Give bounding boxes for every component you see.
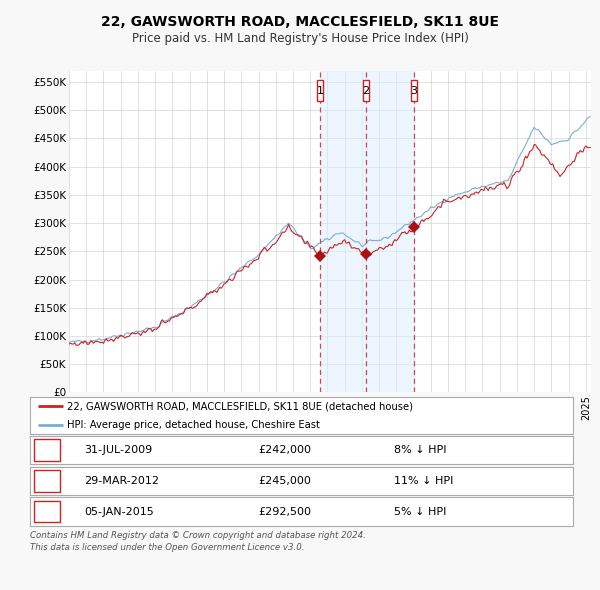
Text: 2: 2 xyxy=(362,86,370,96)
Bar xyxy=(320,71,366,392)
Text: 22, GAWSWORTH ROAD, MACCLESFIELD, SK11 8UE: 22, GAWSWORTH ROAD, MACCLESFIELD, SK11 8… xyxy=(101,15,499,29)
Text: 3: 3 xyxy=(44,505,51,518)
Text: Contains HM Land Registry data © Crown copyright and database right 2024.: Contains HM Land Registry data © Crown c… xyxy=(30,531,366,540)
Text: This data is licensed under the Open Government Licence v3.0.: This data is licensed under the Open Gov… xyxy=(30,543,305,552)
Text: 3: 3 xyxy=(410,86,417,96)
Text: 1: 1 xyxy=(317,86,323,96)
Text: £292,500: £292,500 xyxy=(258,507,311,516)
FancyBboxPatch shape xyxy=(363,80,369,101)
Text: £245,000: £245,000 xyxy=(258,476,311,486)
Text: 5% ↓ HPI: 5% ↓ HPI xyxy=(394,507,446,516)
Text: 1: 1 xyxy=(44,444,51,457)
Text: 8% ↓ HPI: 8% ↓ HPI xyxy=(394,445,446,455)
Text: 11% ↓ HPI: 11% ↓ HPI xyxy=(394,476,453,486)
FancyBboxPatch shape xyxy=(34,501,61,522)
FancyBboxPatch shape xyxy=(411,80,417,101)
FancyBboxPatch shape xyxy=(34,470,61,491)
FancyBboxPatch shape xyxy=(317,80,323,101)
Text: Price paid vs. HM Land Registry's House Price Index (HPI): Price paid vs. HM Land Registry's House … xyxy=(131,32,469,45)
Bar xyxy=(366,71,414,392)
Text: £242,000: £242,000 xyxy=(258,445,311,455)
Text: HPI: Average price, detached house, Cheshire East: HPI: Average price, detached house, Ches… xyxy=(67,419,320,430)
FancyBboxPatch shape xyxy=(34,440,61,461)
Text: 29-MAR-2012: 29-MAR-2012 xyxy=(85,476,160,486)
Text: 31-JUL-2009: 31-JUL-2009 xyxy=(85,445,152,455)
Text: 2: 2 xyxy=(44,474,51,487)
Text: 05-JAN-2015: 05-JAN-2015 xyxy=(85,507,154,516)
Text: 22, GAWSWORTH ROAD, MACCLESFIELD, SK11 8UE (detached house): 22, GAWSWORTH ROAD, MACCLESFIELD, SK11 8… xyxy=(67,401,413,411)
